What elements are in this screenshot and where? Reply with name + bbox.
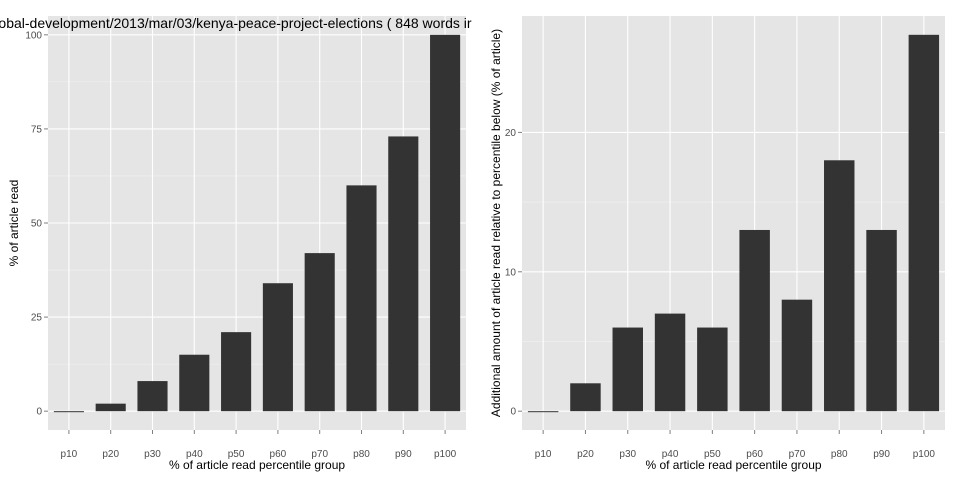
bar-p70 [781,299,813,412]
x-tick-label: p40 [662,449,679,460]
x-axis-title: % of article read percentile group [169,458,345,472]
y-tick-label: 0 [36,407,42,418]
x-tick-label: p80 [353,449,370,460]
y-tick-label: 10 [505,267,517,278]
bar-p60 [262,283,293,412]
x-tick-label: p20 [102,449,119,460]
x-tick-label: p70 [789,449,806,460]
bar-p70 [304,253,335,412]
x-tick-label: p80 [831,449,848,460]
y-tick-label: 50 [31,219,43,230]
bar-p40 [654,313,686,412]
y-tick-label: 75 [31,124,43,135]
x-tick-label: p100 [434,449,457,460]
bar-p10 [527,411,559,413]
x-tick-label: p20 [577,449,594,460]
bar-p30 [137,381,168,412]
x-tick-label: p90 [395,449,412,460]
plot-title: obal-development/2013/mar/03/kenya-peace… [0,15,472,31]
y-tick-label: 100 [25,30,42,41]
bar-p10 [53,411,84,413]
bar-p20 [570,383,601,412]
y-tick-label: 25 [31,313,43,324]
x-tick-label: p50 [228,449,245,460]
x-tick-label: p40 [186,449,203,460]
bar-p80 [346,185,377,412]
bar-p80 [824,160,855,412]
y-tick-label: 0 [510,407,516,418]
chart-panel-1: 0 25 50 75 100 p10 p20 p30 p40 p50 p60 p70 p80 p90 p10… [0,15,472,472]
x-tick-label: p90 [873,449,890,460]
bar-p50 [221,332,252,412]
x-tick-label: p60 [746,449,763,460]
x-tick-label: p100 [913,449,936,460]
x-tick-label: p30 [144,449,161,460]
x-tick-label: p10 [535,449,552,460]
x-tick-label: p60 [270,449,287,460]
bar-p100 [908,34,940,412]
bar-p30 [612,327,643,412]
chart-panel-2: 0 10 20 p10 p20 p30 p40 p50 p60 p70 p80 p90 p100 % of… [489,16,945,472]
y-axis-title: % of article read [7,180,21,267]
bar-p100 [430,34,461,412]
x-tick-label: p10 [61,449,78,460]
x-tick-label: p30 [619,449,636,460]
bar-p20 [95,403,126,412]
y-axis-title: Additional amount of article read relati… [489,29,503,417]
bar-p90 [866,229,897,412]
bar-p60 [739,229,770,412]
bar-p40 [179,354,210,412]
y-tick-label: 20 [505,128,517,139]
x-tick-label: p50 [704,449,721,460]
x-tick-label: p70 [311,449,328,460]
x-axis-title: % of article read percentile group [645,458,821,472]
bar-p50 [697,327,728,412]
bar-p90 [388,136,419,412]
